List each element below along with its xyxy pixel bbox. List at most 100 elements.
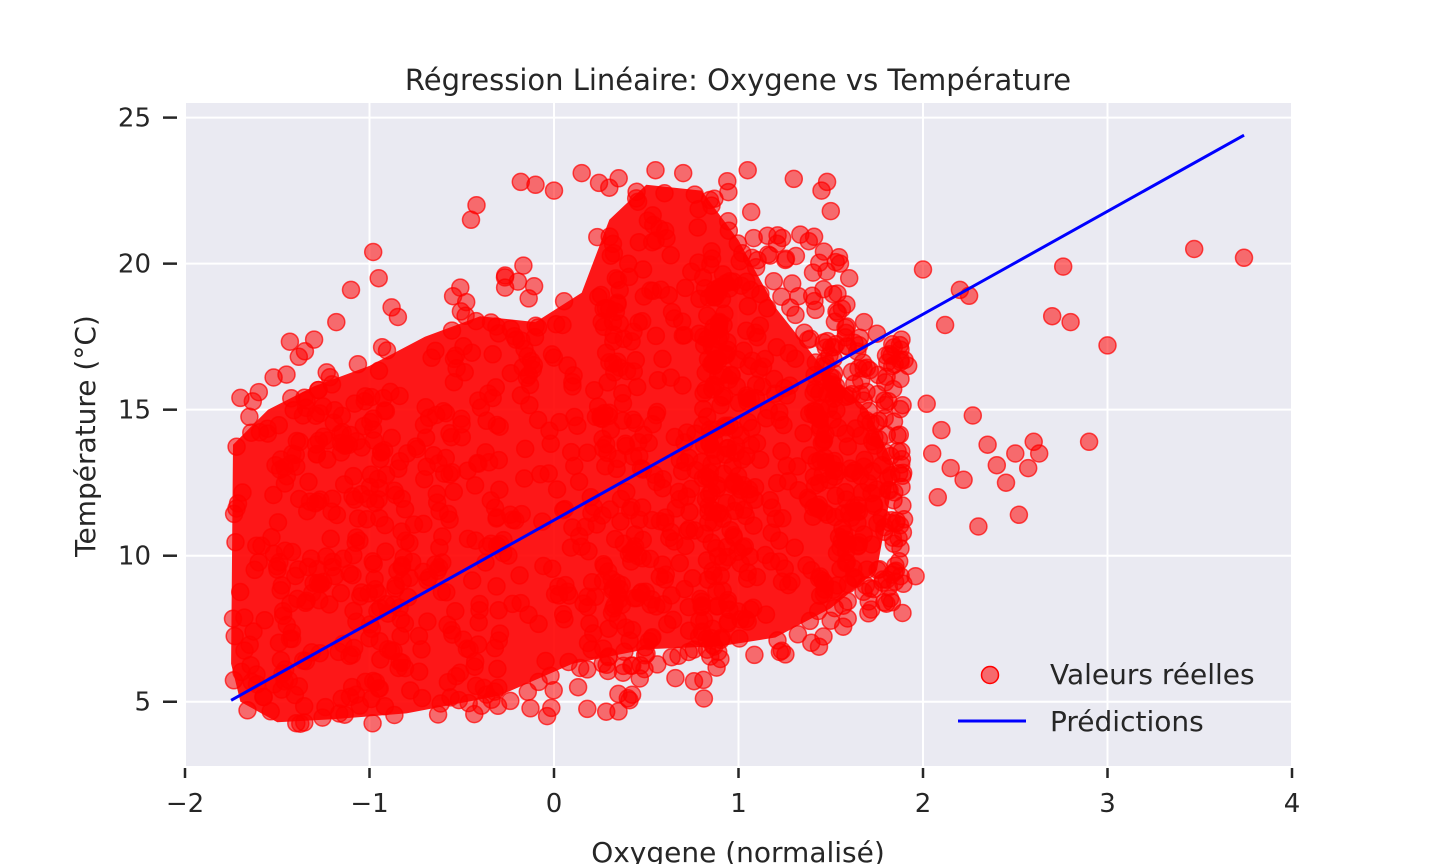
scatter-point bbox=[963, 406, 983, 425]
scatter-point bbox=[808, 499, 828, 519]
scatter-point bbox=[856, 576, 876, 595]
scatter-point bbox=[503, 594, 522, 614]
scatter-point bbox=[882, 465, 901, 485]
scatter-point bbox=[596, 435, 616, 454]
scatter-point bbox=[1061, 312, 1080, 332]
scatter-point bbox=[708, 596, 728, 616]
scatter-point bbox=[809, 637, 829, 656]
scatter-point bbox=[418, 612, 437, 631]
scatter-point bbox=[363, 242, 383, 262]
y-tick-label-2: 15 bbox=[118, 396, 151, 426]
scatter-point bbox=[536, 651, 555, 671]
scatter-point bbox=[893, 395, 912, 415]
scatter-point bbox=[676, 278, 695, 298]
scatter-point bbox=[767, 473, 787, 493]
scatter-point bbox=[568, 677, 588, 697]
scatter-point bbox=[469, 454, 488, 473]
scatter-point bbox=[826, 335, 846, 354]
scatter-point bbox=[343, 565, 362, 585]
scatter-point bbox=[692, 622, 712, 642]
scatter-point bbox=[917, 394, 936, 414]
scatter-point bbox=[788, 625, 808, 644]
scatter-point bbox=[656, 513, 675, 532]
scatter-point bbox=[440, 424, 459, 443]
scatter-point bbox=[760, 491, 780, 510]
scatter-point bbox=[830, 254, 850, 273]
scatter-point bbox=[756, 409, 776, 428]
scatter-point bbox=[442, 321, 462, 340]
scatter-point bbox=[341, 280, 361, 300]
scatter-point bbox=[600, 500, 620, 519]
scatter-point bbox=[646, 326, 666, 346]
scatter-point bbox=[614, 534, 634, 553]
scatter-point bbox=[825, 451, 844, 471]
scatter-point bbox=[529, 672, 548, 692]
scatter-point bbox=[311, 490, 330, 509]
scatter-point bbox=[446, 666, 466, 686]
scatter-point bbox=[692, 592, 712, 611]
scatter-point bbox=[839, 503, 859, 523]
scatter-point bbox=[658, 614, 677, 634]
scatter-point bbox=[716, 445, 735, 464]
scatter-point bbox=[512, 504, 531, 524]
scatter-point bbox=[744, 516, 763, 535]
scatter-point bbox=[775, 559, 795, 578]
scatter-point bbox=[501, 691, 520, 711]
scatter-point bbox=[676, 536, 695, 556]
scatter-point bbox=[782, 274, 802, 293]
axes: −2 −1 0 1 2 3 4 5 10 15 20 25 bbox=[118, 104, 1300, 819]
scatter-point bbox=[515, 469, 534, 488]
y-tick-label-4: 25 bbox=[118, 104, 151, 134]
scatter-point bbox=[524, 276, 544, 296]
scatter-point bbox=[1234, 248, 1254, 268]
scatter-point bbox=[290, 432, 309, 452]
scatter-point bbox=[514, 256, 533, 275]
scatter-point bbox=[286, 566, 305, 586]
scatter-point bbox=[254, 687, 273, 707]
scatter-point bbox=[570, 658, 590, 678]
scatter-point bbox=[389, 658, 408, 678]
scatter-point bbox=[706, 377, 725, 396]
scatter-point bbox=[804, 467, 824, 486]
scatter-point bbox=[544, 681, 563, 700]
x-tick-label-1: −1 bbox=[350, 789, 388, 819]
scatter-point bbox=[331, 583, 351, 603]
scatter-point bbox=[277, 615, 297, 635]
scatter-point bbox=[304, 573, 323, 593]
scatter-point bbox=[488, 659, 507, 679]
scatter-point bbox=[672, 462, 692, 481]
scatter-point bbox=[233, 483, 252, 502]
scatter-point bbox=[688, 218, 707, 237]
y-tick-label-3: 20 bbox=[118, 250, 151, 280]
scatter-point bbox=[419, 568, 439, 587]
scatter-point bbox=[238, 701, 257, 720]
scatter-point bbox=[797, 556, 816, 575]
scatter-point bbox=[576, 517, 595, 537]
scatter-point bbox=[806, 406, 825, 426]
scatter-point bbox=[731, 480, 750, 499]
scatter-point bbox=[795, 323, 814, 342]
scatter-point bbox=[817, 172, 837, 192]
scatter-point bbox=[391, 626, 410, 646]
scatter-point bbox=[786, 349, 805, 368]
scatter-point bbox=[611, 512, 630, 531]
y-tick-label-0: 5 bbox=[134, 688, 151, 718]
scatter-point bbox=[592, 312, 611, 332]
scatter-point bbox=[704, 513, 723, 532]
scatter-point bbox=[400, 568, 419, 588]
scatter-point bbox=[404, 515, 424, 534]
y-tick-label-1: 10 bbox=[118, 542, 151, 572]
scatter-point bbox=[531, 465, 550, 484]
scatter-point bbox=[277, 365, 296, 384]
scatter-point bbox=[718, 212, 738, 231]
scatter-point bbox=[227, 437, 246, 456]
scatter-point bbox=[906, 566, 925, 586]
scatter-point bbox=[426, 341, 445, 361]
scatter-point bbox=[751, 284, 770, 304]
scatter-point bbox=[299, 472, 318, 492]
scatter-point bbox=[304, 330, 324, 349]
scatter-point bbox=[572, 537, 591, 556]
scatter-point bbox=[225, 626, 244, 646]
scatter-point bbox=[588, 227, 607, 247]
scatter-point bbox=[827, 401, 846, 420]
